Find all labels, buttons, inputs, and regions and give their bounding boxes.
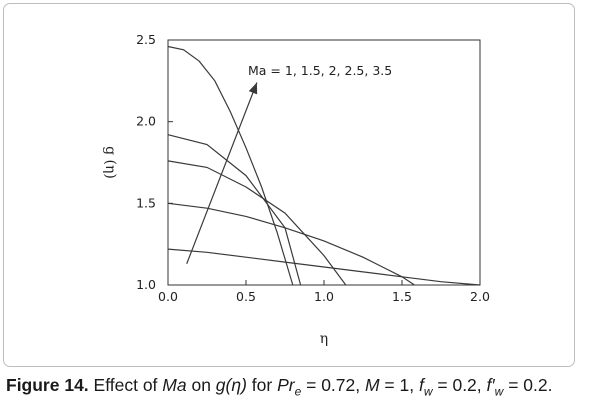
caption-text: = 0.2.: [503, 375, 553, 395]
series-line: [167, 45, 294, 286]
caption-ma: Ma: [162, 375, 187, 395]
caption-text: = 0.72,: [301, 375, 365, 395]
annotation-arrow-head: [248, 82, 258, 95]
annotation-label: Ma = 1, 1.5, 2, 2.5, 3.5: [248, 63, 392, 78]
x-axis-title: η: [320, 331, 328, 347]
annotation-arrow-shaft: [186, 82, 258, 264]
y-tick-label: 1.0: [136, 277, 156, 292]
series-layer: [167, 45, 481, 286]
caption-fw-prime-subscript: w: [494, 384, 504, 399]
caption-pr: Pr: [277, 375, 295, 395]
caption-text: for: [246, 375, 278, 395]
series-line: [167, 134, 302, 286]
chart: 0.0 0.5 1.0 1.5 2.0 1.0 1.5 2.0 2.5 Ma = 1, 1.5,…: [102, 32, 490, 347]
x-tick-label: 1.5: [392, 289, 412, 304]
caption-text: on: [186, 375, 216, 395]
caption-pr-subscript: e: [294, 384, 302, 399]
caption-m: M: [364, 375, 380, 395]
figure-label: Figure 14.: [6, 375, 89, 395]
caption-text: Effect of: [88, 375, 163, 395]
caption-text: = 1,: [379, 375, 419, 395]
caption-text: = 0.2,: [432, 375, 487, 395]
x-tick-label: 2.0: [470, 289, 490, 304]
x-tick-label: 0.0: [158, 289, 178, 304]
figure-caption: Figure 14. Effect of Ma on g(η) for Pre …: [6, 375, 586, 399]
caption-fw-subscript: w: [423, 384, 433, 399]
y-tick-label: 1.5: [136, 195, 156, 210]
caption-fw: f: [418, 375, 424, 395]
y-tick-label: 2.5: [136, 32, 156, 47]
y-axis-title: g (η): [102, 146, 118, 179]
x-tick-label: 0.5: [236, 289, 256, 304]
y-tick-label: 2.0: [136, 114, 156, 129]
arrow-layer: [186, 82, 258, 264]
series-line: [167, 248, 481, 286]
tick-layer: 0.0 0.5 1.0 1.5 2.0 1.0 1.5 2.0 2.5: [136, 32, 490, 304]
caption-fw-prime: f′: [486, 375, 495, 395]
x-tick-label: 1.0: [314, 289, 334, 304]
caption-g-eta: g(η): [215, 375, 247, 395]
